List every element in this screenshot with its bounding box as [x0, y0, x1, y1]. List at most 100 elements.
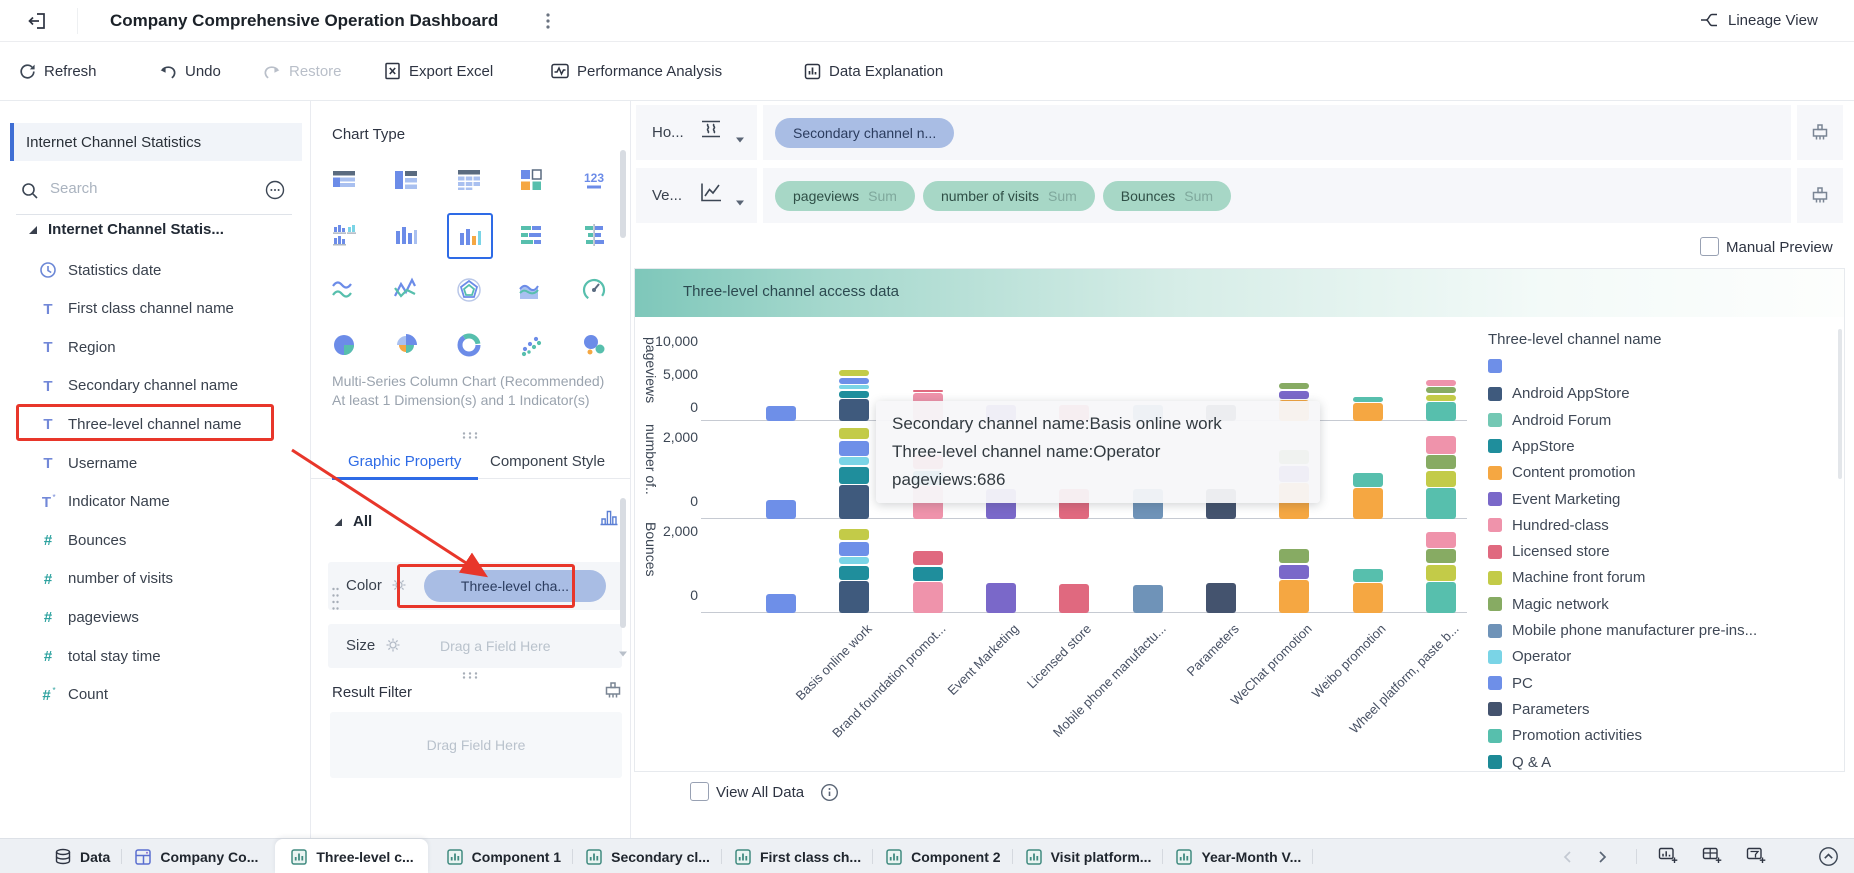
bar-segment-pc[interactable] — [766, 500, 796, 519]
bar-segment-machine-front-forum[interactable] — [1426, 470, 1456, 487]
tab-company-co-[interactable]: Company Co... — [133, 847, 258, 867]
chart-type-bidirectional-bar-icon[interactable] — [572, 213, 616, 257]
bar-segment-magic-network[interactable] — [1426, 455, 1456, 469]
legend-item-blank[interactable] — [1488, 359, 1512, 373]
refresh-button[interactable]: Refresh — [18, 42, 97, 100]
bar-segment-hundred-class[interactable] — [1426, 379, 1456, 386]
color-gear-icon[interactable] — [390, 576, 408, 594]
tab-visit-platform-[interactable]: Visit platform... — [1024, 847, 1151, 867]
all-section-toggle[interactable]: All — [332, 513, 372, 530]
collapse-icon[interactable] — [1818, 846, 1839, 867]
bar-segment-operator[interactable] — [839, 457, 869, 465]
info-icon[interactable] — [820, 783, 839, 802]
bar-segment-appstore[interactable] — [913, 566, 943, 581]
bar-segment-machine-front-forum[interactable] — [839, 370, 869, 376]
bar-segment-hundred-class[interactable] — [913, 582, 943, 613]
legend-item-appstore[interactable]: AppStore — [1488, 438, 1575, 455]
bar-segment-magic-network[interactable] — [1426, 549, 1456, 563]
export-excel-button[interactable]: Export Excel — [383, 42, 493, 100]
bar-segment-pc[interactable] — [766, 406, 796, 421]
chart-type-area-chart-icon[interactable] — [509, 268, 553, 312]
all-chart-mini-icon[interactable] — [598, 508, 620, 528]
field-item-count[interactable]: # * Count — [0, 676, 310, 714]
field-item-number-of-visits[interactable]: # number of visits — [0, 560, 310, 598]
field-item-total-stay-time[interactable]: # total stay time — [0, 637, 310, 675]
tree-root-toggle[interactable]: Internet Channel Statis... — [26, 221, 224, 238]
bar-segment-hundred-class[interactable] — [1426, 435, 1456, 454]
bar-segment-content-promotion[interactable] — [1279, 580, 1309, 613]
bar-segment-appstore[interactable] — [839, 466, 869, 484]
bar-segment-android-appstore[interactable] — [839, 399, 869, 421]
bar-segment-operator[interactable] — [839, 557, 869, 564]
chart-type-bar-small-multiple-icon[interactable] — [322, 213, 366, 257]
bar-segment-licensed-store[interactable] — [913, 551, 943, 565]
result-filter-clear-icon[interactable] — [602, 680, 624, 702]
legend-item-hundred-class[interactable]: Hundred-class — [1488, 517, 1609, 534]
legend-item-parameters[interactable]: Parameters — [1488, 701, 1590, 718]
legend-item-android-appstore[interactable]: Android AppStore — [1488, 385, 1630, 402]
bar-segment-promotion-activities[interactable] — [1426, 402, 1456, 421]
panel-drag-handle-icon[interactable] — [331, 586, 340, 612]
search-input[interactable] — [48, 179, 232, 198]
bar-segment-machine-front-forum[interactable] — [1426, 394, 1456, 401]
legend-item-licensed-store[interactable]: Licensed store — [1488, 543, 1610, 560]
chart-type-scatter-chart-icon[interactable] — [509, 323, 553, 367]
field-item-username[interactable]: T Username — [0, 444, 310, 482]
field-item-region[interactable]: T Region — [0, 328, 310, 366]
field-item-pageviews[interactable]: # pageviews — [0, 598, 310, 636]
bar-segment-event-marketing[interactable] — [1279, 390, 1309, 399]
color-field-pill[interactable]: Three-level cha... — [424, 570, 606, 602]
bar-segment-machine-front-forum[interactable] — [839, 428, 869, 439]
chart-type-scrollbar[interactable] — [620, 150, 626, 238]
field-item-first-class-channel-name[interactable]: T First class channel name — [0, 290, 310, 328]
chart-type-multi-line-chart-icon[interactable] — [384, 268, 428, 312]
bar-segment-pc[interactable] — [766, 594, 796, 613]
bar-segment-content-promotion[interactable] — [1353, 488, 1383, 519]
bar-segment-parameters[interactable] — [1206, 583, 1236, 613]
chart-type-grouped-table-icon[interactable] — [322, 158, 366, 202]
tab-component-style[interactable]: Component Style — [490, 453, 606, 470]
bar-segment-mobile-phone-manufacturer-pre-ins-[interactable] — [1133, 585, 1163, 613]
bar-segment-event-marketing[interactable] — [986, 583, 1016, 613]
bar-segment-magic-network[interactable] — [1279, 383, 1309, 389]
bar-segment-magic-network[interactable] — [1279, 549, 1309, 563]
chart-type-kpi-indicator-icon[interactable]: 123 — [572, 158, 616, 202]
bar-segment-appstore[interactable] — [839, 390, 869, 398]
bar-segment-hundred-class[interactable] — [1426, 531, 1456, 548]
chart-type-donut-chart-icon[interactable] — [447, 323, 491, 367]
bar-segment-android-appstore[interactable] — [839, 581, 869, 613]
drag-handle-icon[interactable] — [461, 431, 479, 440]
tab-secondary-cl-[interactable]: Secondary cl... — [584, 847, 710, 867]
bar-segment-appstore[interactable] — [839, 565, 869, 580]
chart-type-multi-series-column-icon[interactable] — [447, 213, 493, 259]
bar-segment-operator[interactable] — [839, 385, 869, 389]
lineage-view-button[interactable]: Lineage View — [1698, 9, 1818, 31]
bar-segment-promotion-activities[interactable] — [1353, 472, 1383, 487]
horizontal-clear-button[interactable] — [1797, 105, 1843, 160]
tab-first-class-ch-[interactable]: First class ch... — [733, 847, 861, 867]
legend-item-magic-network[interactable]: Magic network — [1488, 596, 1609, 613]
tab-data[interactable]: Data — [53, 847, 110, 867]
legend-item-pc[interactable]: PC — [1488, 675, 1533, 692]
tab-component-2[interactable]: Component 2 — [884, 847, 1001, 867]
bar-segment-android-appstore[interactable] — [839, 485, 869, 519]
add-chart-component-icon[interactable] — [1658, 846, 1679, 865]
chart-type-radar-chart-icon[interactable] — [447, 268, 491, 312]
legend-item-q-a[interactable]: Q & A — [1488, 754, 1551, 771]
component-title-bar[interactable]: Three-level channel access data — [635, 269, 1844, 317]
shelf-pill-secondary-channel-n-[interactable]: Secondary channel n... — [775, 118, 955, 148]
bar-segment-pc[interactable] — [839, 541, 869, 556]
add-filter-component-icon[interactable] — [1746, 846, 1767, 865]
field-item-statistics-date[interactable]: Statistics date — [0, 251, 310, 289]
tab-year-month-v-[interactable]: Year-Month V... — [1174, 847, 1301, 867]
dataset-title-block[interactable]: Internet Channel Statistics — [10, 123, 302, 161]
add-table-component-icon[interactable] — [1702, 846, 1723, 865]
bar-segment-promotion-activities[interactable] — [1353, 568, 1383, 582]
bar-segment-machine-front-forum[interactable] — [839, 529, 869, 540]
field-item-bounces[interactable]: # Bounces — [0, 521, 310, 559]
field-item-indicator-name[interactable]: T * Indicator Name — [0, 483, 310, 521]
bar-segment-pc[interactable] — [839, 377, 869, 384]
chart-type-detail-table-icon[interactable] — [384, 158, 428, 202]
legend-item-machine-front-forum[interactable]: Machine front forum — [1488, 569, 1645, 586]
performance-analysis-button[interactable]: Performance Analysis — [550, 42, 722, 100]
